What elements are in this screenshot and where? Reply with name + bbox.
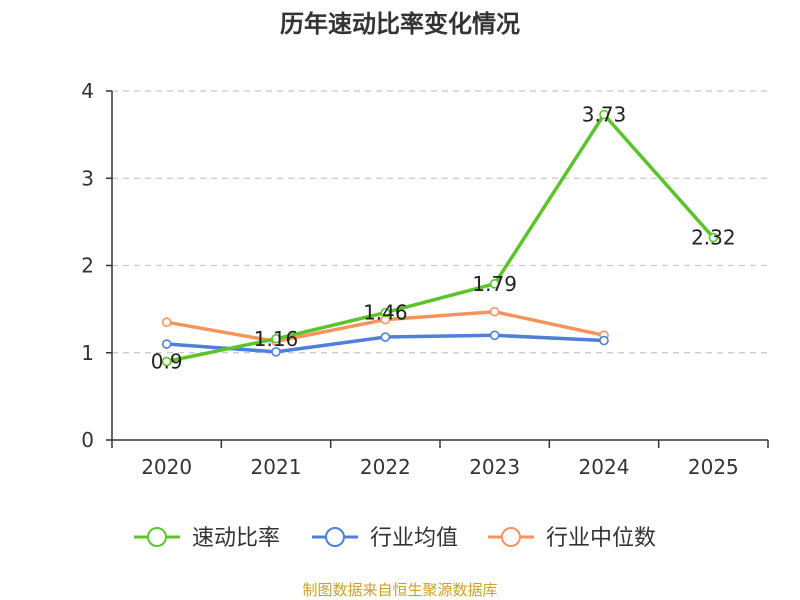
series-segment [274, 310, 388, 341]
legend-item-0[interactable]: 速动比率 [134, 526, 280, 551]
series-1 [161, 330, 609, 357]
y-tick-label: 4 [81, 79, 94, 103]
data-point[interactable] [161, 339, 172, 349]
x-tick-label: 2023 [469, 455, 520, 479]
data-point[interactable] [271, 347, 281, 357]
y-tick-label: 0 [81, 428, 94, 452]
series-segment [383, 282, 497, 315]
data-labels: 0.9 1.16 1.46 1.79 3.73 2.32 [151, 103, 736, 374]
series-0 [161, 109, 719, 367]
legend-item-2[interactable]: 行业中位数 [488, 526, 656, 551]
chart-title: 历年速动比率变化情况 [280, 10, 520, 38]
legend[interactable]: 速动比率 行业均值 行业中位数 [134, 526, 656, 551]
data-point[interactable] [489, 279, 500, 289]
series-segment [164, 320, 278, 344]
series-segment [492, 333, 606, 343]
data-point[interactable] [380, 332, 391, 342]
data-label: 1.46 [363, 301, 408, 325]
x-tick-label: 2021 [251, 455, 302, 479]
series-segment [274, 317, 388, 344]
data-point[interactable] [489, 330, 500, 341]
series-segment [164, 342, 278, 354]
data-point[interactable] [708, 232, 719, 243]
data-label: 0.9 [151, 349, 183, 373]
x-tick-label: 2022 [360, 455, 411, 479]
y-tick-label: 3 [81, 166, 94, 190]
series-segment [164, 337, 278, 364]
legend-marker [147, 527, 167, 547]
source-note: 制图数据来自恒生聚源数据库 [302, 581, 497, 599]
series-segment [492, 112, 606, 286]
x-tick-label: 2025 [688, 455, 739, 479]
series-segment [383, 309, 497, 322]
legend-label: 行业均值 [370, 526, 458, 551]
legend-marker [501, 527, 521, 547]
y-tick-label: 2 [81, 254, 94, 278]
data-point[interactable] [489, 306, 500, 317]
series-lines [161, 109, 719, 367]
legend-label: 速动比率 [192, 526, 280, 551]
x-tick-label: 2024 [579, 455, 630, 479]
data-point[interactable] [161, 317, 172, 328]
series-segment [274, 335, 388, 354]
data-label: 1.79 [472, 272, 517, 296]
data-label: 1.16 [254, 327, 299, 351]
grid-lines [112, 90, 768, 354]
data-point[interactable] [161, 356, 172, 367]
data-point[interactable] [380, 307, 391, 318]
legend-item-1[interactable]: 行业均值 [312, 526, 458, 551]
data-point[interactable] [271, 333, 281, 344]
series-segment [602, 112, 716, 240]
series-segment [492, 309, 606, 338]
data-point[interactable] [599, 109, 609, 120]
data-point[interactable] [599, 335, 609, 346]
y-tick-label: 1 [81, 341, 94, 365]
series-segment [383, 333, 497, 339]
axes: 0 1 2 3 4 2020 2021 2022 2023 2024 2025 [81, 79, 769, 479]
legend-marker [325, 527, 345, 547]
x-tick-label: 2020 [141, 455, 192, 479]
data-label: 3.73 [582, 103, 627, 127]
data-label: 2.32 [691, 226, 736, 250]
legend-label: 行业中位数 [546, 526, 656, 551]
